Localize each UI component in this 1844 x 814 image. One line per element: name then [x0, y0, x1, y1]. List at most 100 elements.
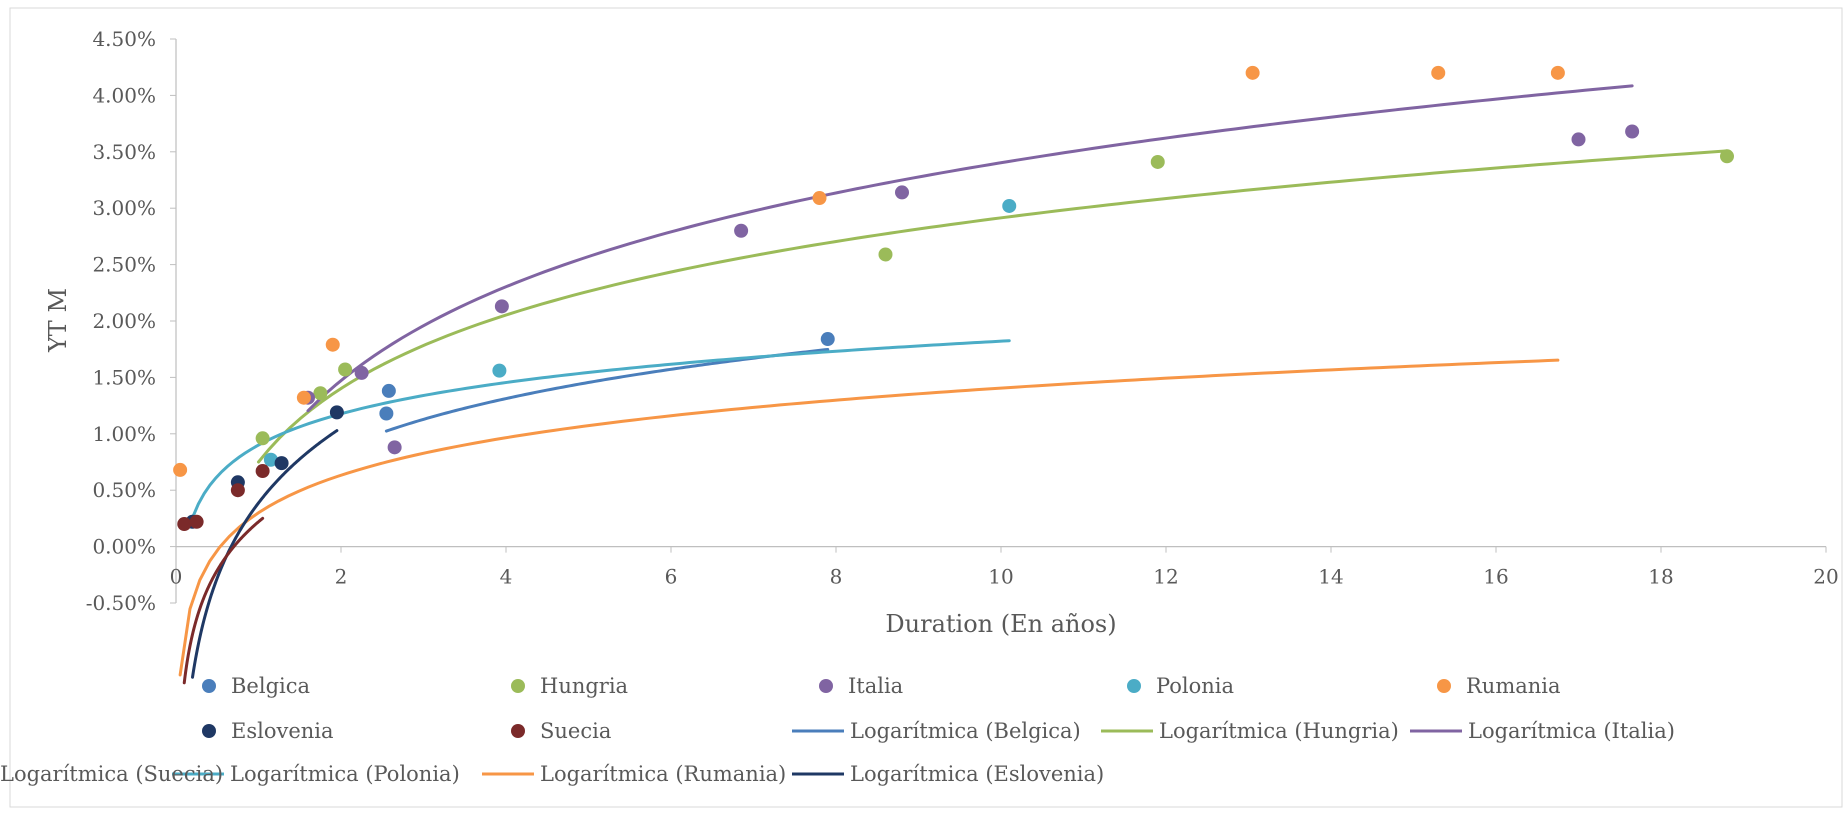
- point-italia: [1571, 132, 1586, 147]
- y-tick-label: 4.50%: [92, 27, 156, 51]
- legend-label: Logarítmica (Eslovenia): [850, 762, 1104, 786]
- legend-label: Logarítmica (Polonia): [230, 762, 460, 786]
- x-tick-label: 18: [1648, 565, 1673, 589]
- point-rumania: [1431, 65, 1446, 80]
- point-rumania: [1245, 65, 1260, 80]
- legend-marker: [511, 724, 525, 738]
- legend-label: Rumania: [1466, 674, 1561, 698]
- y-tick-label: 0.00%: [92, 535, 156, 559]
- point-hungria: [338, 362, 353, 377]
- point-italia: [895, 185, 909, 200]
- y-tick-label: 0.50%: [92, 478, 156, 502]
- y-tick-label: 3.50%: [92, 140, 156, 164]
- legend-label: Logarítmica (Italia): [1468, 719, 1675, 743]
- x-tick-label: 8: [830, 565, 843, 589]
- point-hungria: [255, 431, 270, 446]
- x-tick-label: 10: [988, 565, 1013, 589]
- x-tick-label: 12: [1153, 565, 1178, 589]
- point-rumania: [173, 462, 188, 477]
- legend-label: Suecia: [540, 719, 611, 743]
- x-tick-label: 6: [665, 565, 678, 589]
- point-polonia: [1002, 198, 1017, 213]
- legend-item-rumania: Rumania: [1437, 674, 1561, 698]
- legend-item-logaritmica-italia: Logarítmica (Italia): [1410, 719, 1675, 743]
- legend-item-logaritmica-suecia: Logarítmica (Suecia): [0, 762, 223, 786]
- x-tick-label: 16: [1483, 565, 1508, 589]
- point-rumania: [1550, 65, 1565, 80]
- legend-marker: [511, 679, 525, 693]
- trendline-logaritmica-suecia: [182, 516, 265, 685]
- y-tick-label: 1.50%: [92, 365, 156, 389]
- point-italia: [494, 299, 509, 314]
- legend-label: Logarítmica (Belgica): [850, 719, 1081, 743]
- legend-label: Logarítmica (Hungria): [1159, 719, 1399, 743]
- trendlines-layer: [178, 84, 1729, 685]
- legend-label: Polonia: [1156, 674, 1234, 698]
- point-hungria: [1720, 149, 1734, 164]
- y-tick-label: -0.50%: [86, 591, 156, 615]
- legend-item-hungria: Hungria: [511, 674, 628, 698]
- y-tick-label: 4.00%: [92, 83, 156, 107]
- y-tick-label: 2.00%: [92, 309, 156, 333]
- legend-label: Belgica: [231, 674, 310, 698]
- point-polonia: [492, 363, 507, 378]
- point-suecia: [177, 517, 192, 532]
- legend-item-suecia: Suecia: [511, 719, 611, 743]
- legend-label: Hungria: [540, 674, 628, 698]
- point-italia: [387, 440, 402, 455]
- point-italia: [734, 223, 749, 238]
- point-suecia: [230, 483, 245, 498]
- x-tick-label: 20: [1813, 565, 1838, 589]
- legend-label: Eslovenia: [231, 719, 334, 743]
- legend-marker: [819, 679, 833, 693]
- point-rumania: [325, 337, 340, 352]
- legend-label: Logarítmica (Suecia): [0, 762, 223, 786]
- point-polonia: [263, 452, 278, 467]
- point-italia: [1625, 124, 1640, 139]
- point-belgica: [379, 406, 394, 421]
- trendline-logaritmica-polonia: [191, 339, 1011, 520]
- legend-marker: [202, 679, 216, 693]
- point-belgica: [381, 383, 396, 398]
- legend-item-logaritmica-rumania: Logarítmica (Rumania): [482, 762, 786, 786]
- y-tick-label: 3.00%: [92, 196, 156, 220]
- point-eslovenia: [329, 405, 344, 420]
- legend-item-eslovenia: Eslovenia: [202, 719, 334, 743]
- x-axis-title: Duration (En años): [885, 610, 1116, 638]
- legend: Belgica Hungria Italia Polonia Rumania Eslove…: [0, 674, 1675, 786]
- x-tick-label: 0: [170, 565, 183, 589]
- points-layer: [173, 65, 1734, 532]
- point-hungria: [313, 386, 328, 401]
- point-rumania: [296, 390, 311, 405]
- x-tick-label: 14: [1318, 565, 1343, 589]
- point-belgica: [820, 332, 835, 347]
- y-axis-title: YT M: [44, 288, 72, 353]
- legend-item-logaritmica-hungria: Logarítmica (Hungria): [1101, 719, 1399, 743]
- legend-item-logaritmica-eslovenia: Logarítmica (Eslovenia): [792, 762, 1104, 786]
- trendline-logaritmica-eslovenia: [191, 429, 339, 679]
- legend-item-logaritmica-polonia: Logarítmica (Polonia): [172, 762, 460, 786]
- point-suecia: [189, 514, 204, 529]
- legend-marker: [1437, 679, 1451, 693]
- point-rumania: [812, 191, 827, 206]
- legend-item-italia: Italia: [819, 674, 903, 698]
- trendline-logaritmica-rumania: [178, 358, 1560, 677]
- x-tick-label: 2: [335, 565, 348, 589]
- legend-label: Italia: [848, 674, 903, 698]
- y-tick-label: 2.50%: [92, 253, 156, 277]
- point-suecia: [255, 464, 270, 479]
- point-italia: [354, 365, 369, 380]
- point-hungria: [878, 247, 893, 262]
- y-tick-label: 1.00%: [92, 422, 156, 446]
- legend-item-polonia: Polonia: [1127, 674, 1234, 698]
- point-eslovenia: [274, 456, 289, 471]
- legend-marker: [1127, 679, 1141, 693]
- point-hungria: [1150, 154, 1165, 169]
- legend-marker: [202, 724, 216, 738]
- legend-label: Logarítmica (Rumania): [540, 762, 786, 786]
- legend-item-logaritmica-belgica: Logarítmica (Belgica): [792, 719, 1081, 743]
- trendline-logaritmica-hungria: [257, 149, 1729, 464]
- trendline-logaritmica-italia: [306, 84, 1634, 413]
